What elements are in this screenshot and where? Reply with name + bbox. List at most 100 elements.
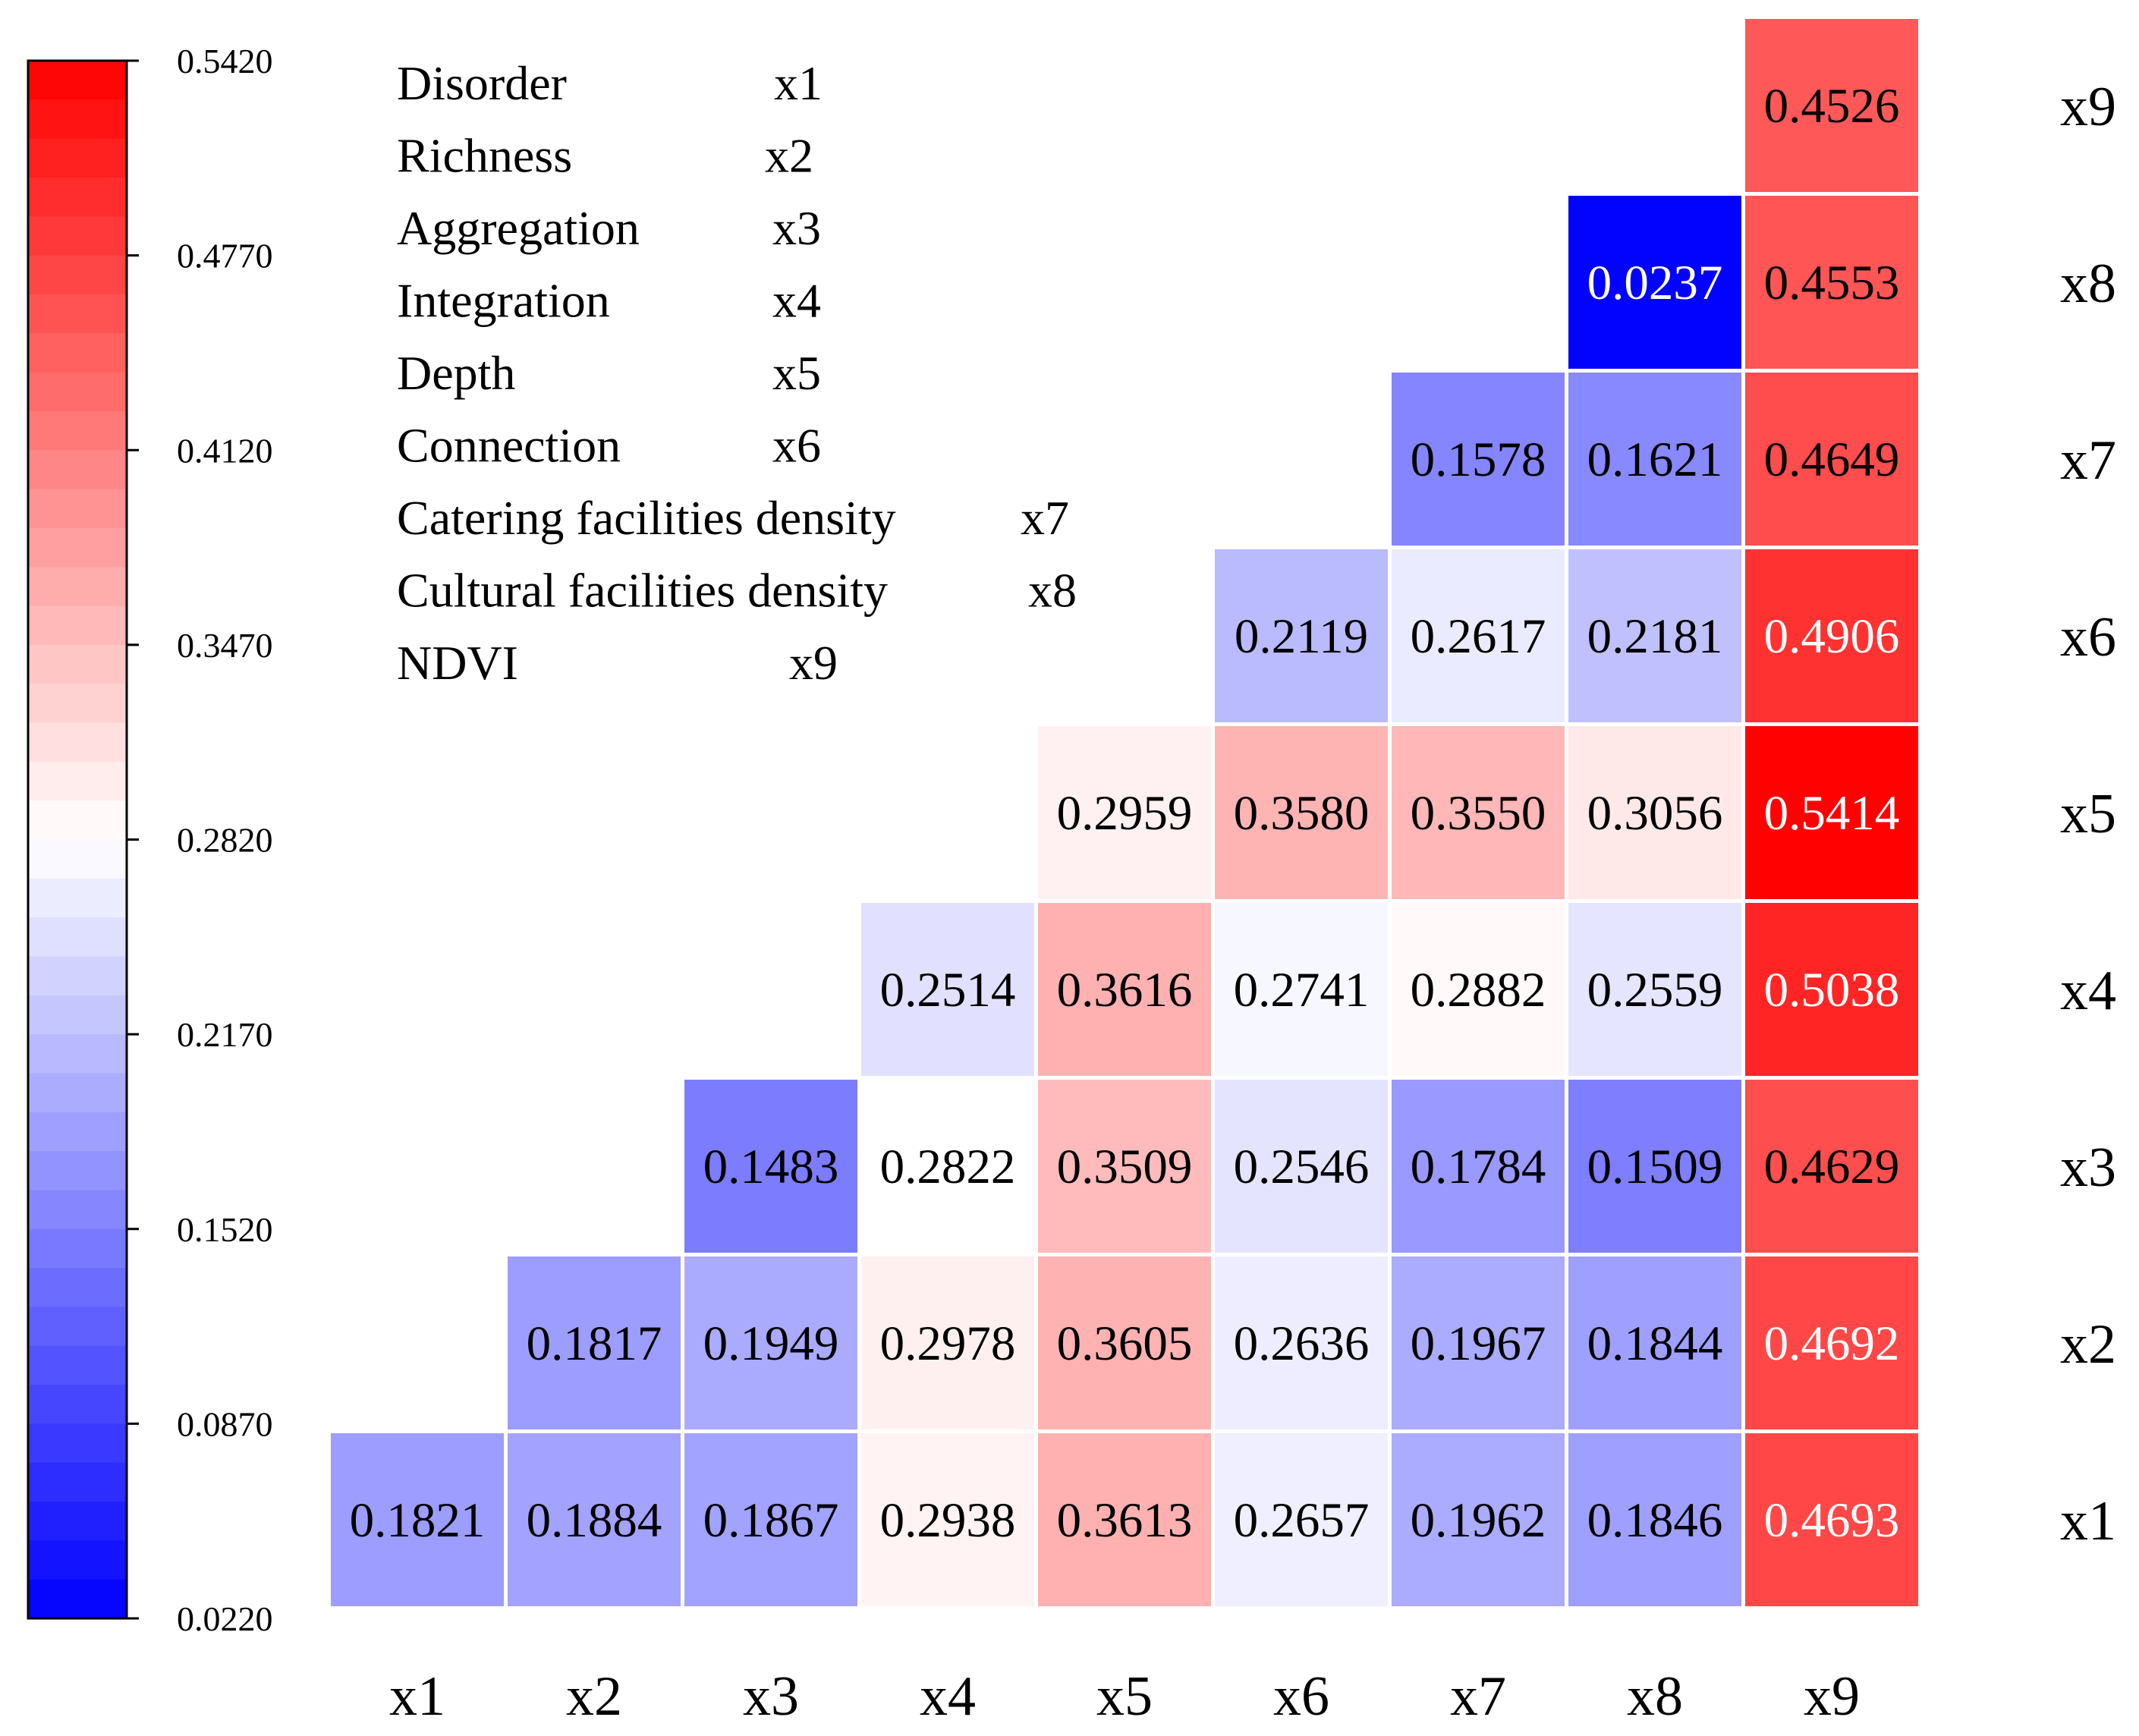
heatmap-cell-x1-x3 <box>684 1433 857 1606</box>
legend-item-name: NDVI <box>397 636 518 690</box>
cell-value-label: 0.5038 <box>1764 963 1900 1017</box>
heatmap-cell-x6-x8 <box>1568 549 1741 722</box>
cell-value-label: 0.4906 <box>1764 609 1900 664</box>
heatmap-cell-x2-x2 <box>508 1256 681 1429</box>
colorbar-tick-label: 0.4770 <box>177 237 273 275</box>
heatmap-cell-x2-x3 <box>684 1256 857 1429</box>
colorbar-tick-label: 0.0870 <box>177 1404 273 1443</box>
cell-value-label: 0.3550 <box>1411 786 1546 841</box>
colorbar-band <box>28 99 127 140</box>
legend-item-name: Depth <box>397 346 515 400</box>
heatmap-cell-x2-x5 <box>1038 1256 1211 1429</box>
cell-value-label: 0.0237 <box>1587 256 1723 310</box>
heatmap-cell-x6-x9 <box>1745 549 1918 722</box>
colorbar-band <box>28 1112 127 1152</box>
cell-value-label: 0.1844 <box>1587 1316 1723 1371</box>
colorbar-band <box>28 138 127 178</box>
cell-value-label: 0.1967 <box>1411 1316 1546 1371</box>
cell-value-label: 0.3613 <box>1057 1493 1193 1548</box>
x-axis: x1 x2 x3 x4 x5 x6 x7 x8 x9 <box>389 1665 1860 1728</box>
heatmap-cell-x9-x9 <box>1745 19 1918 192</box>
heatmap-cell-x5-x9 <box>1745 726 1918 899</box>
legend-item-name: Disorder <box>397 56 567 110</box>
cell-value-label: 0.1867 <box>703 1493 839 1548</box>
colorbar-band <box>28 1268 127 1307</box>
heatmap-cell-x7-x9 <box>1745 373 1918 546</box>
heatmap-cell-x1-x8 <box>1568 1433 1741 1606</box>
cell-value-label: 0.4629 <box>1764 1140 1900 1194</box>
cell-value-label: 0.1821 <box>350 1493 486 1548</box>
colorbar-band <box>28 216 127 256</box>
heatmap-cell-x2-x4 <box>861 1256 1034 1429</box>
colorbar-band <box>28 1034 127 1074</box>
cell-value-label: 0.3509 <box>1057 1140 1193 1194</box>
x-tick-label: x2 <box>566 1665 622 1728</box>
cell-value-label: 0.3580 <box>1234 786 1370 841</box>
cell-value-label: 0.2181 <box>1587 609 1723 664</box>
legend-item-name: Aggregation <box>397 201 640 255</box>
cell-value-label: 0.4692 <box>1764 1316 1900 1371</box>
colorbar-band <box>28 372 127 412</box>
colorbar-band <box>28 1073 127 1113</box>
colorbar-band <box>28 1151 127 1191</box>
colorbar-band <box>28 1307 127 1347</box>
cell-value-label: 0.4526 <box>1764 79 1900 134</box>
cell-value-label: 0.1884 <box>527 1493 662 1548</box>
cell-value-label: 0.4693 <box>1764 1493 1900 1548</box>
colorbar-band <box>28 956 127 996</box>
y-tick-label: x7 <box>2060 429 2116 492</box>
cell-value-label: 0.1621 <box>1587 432 1723 487</box>
cell-value-label: 0.2546 <box>1234 1140 1370 1194</box>
legend-item-code: x9 <box>789 636 838 690</box>
cell-value-label: 0.2882 <box>1411 963 1546 1017</box>
colorbar-band <box>28 684 127 724</box>
x-tick-label: x1 <box>389 1665 445 1728</box>
colorbar-band <box>28 1190 127 1230</box>
cell-value-label: 0.2119 <box>1235 609 1368 664</box>
colorbar-tick-label: 0.1520 <box>177 1210 273 1249</box>
colorbar-band <box>28 450 127 490</box>
y-axis: x9 x8 x7 x6 x5 x4 x3 x2 x1 <box>2060 76 2116 1552</box>
heatmap-cell-x4-x8 <box>1568 903 1741 1076</box>
colorbar-band <box>28 567 127 607</box>
colorbar <box>27 59 128 1620</box>
heatmap-cell-x7-x7 <box>1392 373 1565 546</box>
legend-item-name: Connection <box>397 419 621 473</box>
x-tick-label: x4 <box>920 1665 976 1728</box>
cell-value-label: 0.2959 <box>1057 786 1193 841</box>
cell-value-label: 0.2657 <box>1234 1493 1370 1548</box>
cell-value-label: 0.1784 <box>1411 1140 1546 1194</box>
colorbar-band <box>28 255 127 295</box>
cell-value-label: 0.1817 <box>527 1316 662 1371</box>
legend-item-code: x8 <box>1028 564 1077 618</box>
y-tick-label: x6 <box>2060 606 2116 668</box>
heatmap-cell-x5-x5 <box>1038 726 1211 899</box>
colorbar-band <box>28 800 127 841</box>
cell-value-label: 0.4553 <box>1764 256 1900 310</box>
heatmap-cell-x1-x1 <box>331 1433 504 1606</box>
heatmap-cell-x4-x7 <box>1392 903 1565 1076</box>
colorbar-band <box>28 1345 127 1385</box>
y-tick-label: x1 <box>2060 1490 2116 1552</box>
cell-value-label: 0.1483 <box>703 1140 839 1194</box>
cell-value-label: 0.2978 <box>880 1316 1016 1371</box>
heatmap-cell-x3-x6 <box>1215 1080 1388 1253</box>
cell-value-label: 0.1962 <box>1411 1493 1546 1548</box>
heatmap-cell-x5-x7 <box>1392 726 1565 899</box>
legend-item-code: x4 <box>772 274 821 328</box>
colorbar-band <box>28 839 127 879</box>
heatmap-cell-x3-x7 <box>1392 1080 1565 1253</box>
y-tick-label: x5 <box>2060 783 2116 845</box>
x-tick-label: x8 <box>1627 1665 1683 1728</box>
heatmap-cell-x1-x4 <box>861 1433 1034 1606</box>
cell-value-label: 0.3616 <box>1057 963 1193 1017</box>
heatmap-cell-x6-x6 <box>1215 549 1388 722</box>
legend-item-name: Richness <box>397 129 572 183</box>
colorbar-band <box>28 1579 127 1619</box>
variable-legend: Disorder x1 Richness x2 Aggregation x3 Integra… <box>397 56 1077 690</box>
colorbar-tick-label: 0.2820 <box>177 821 273 860</box>
heatmap-cell-x1-x2 <box>508 1433 681 1606</box>
colorbar-band <box>28 61 127 100</box>
heatmap-cell-x3-x5 <box>1038 1080 1211 1253</box>
